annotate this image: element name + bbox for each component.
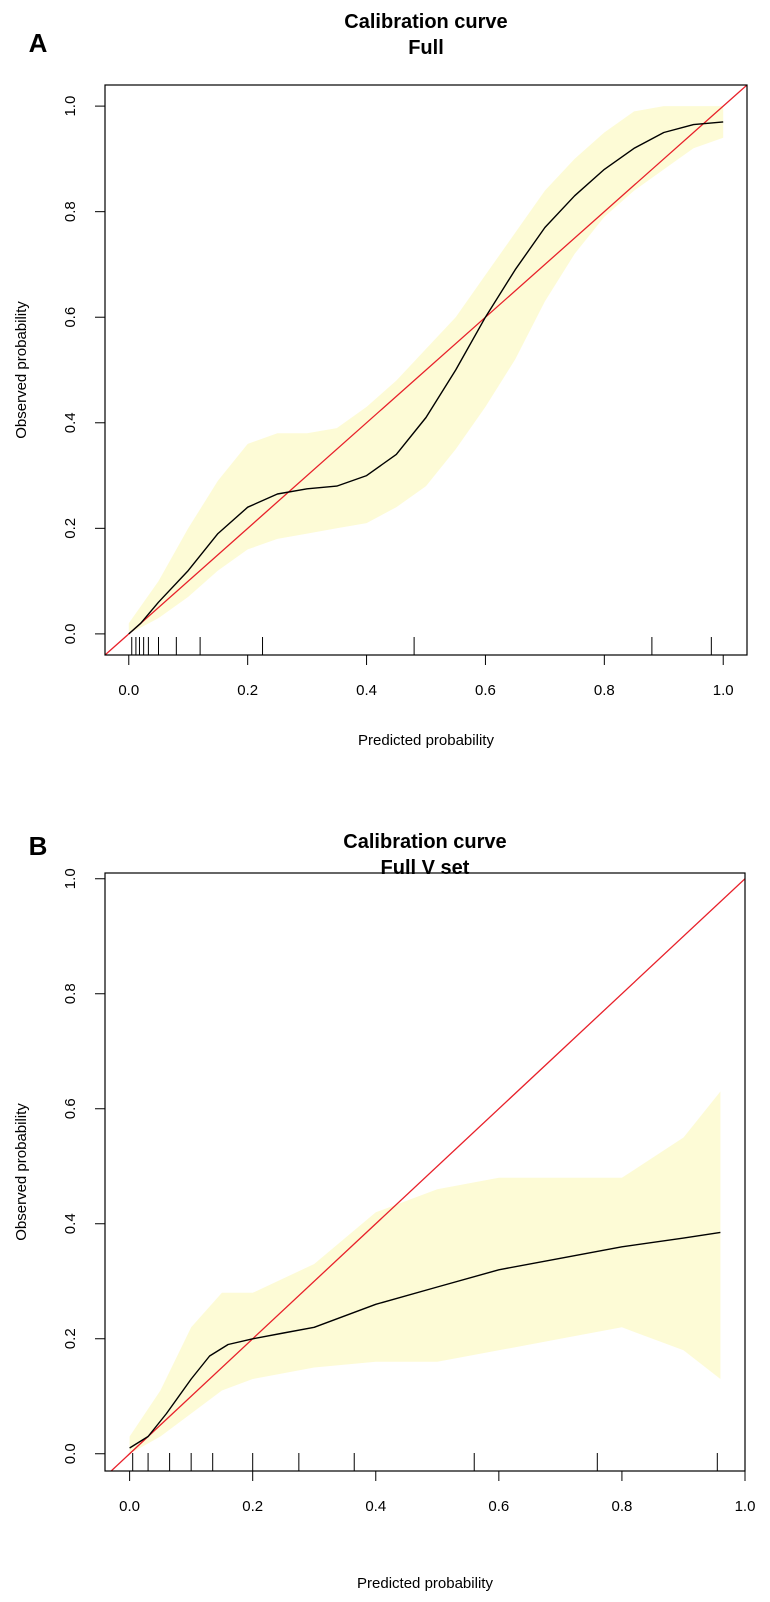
panel-letter: B [29,831,48,861]
x-tick-label: 0.6 [475,682,496,699]
y-tick-label: 0.6 [62,307,79,328]
y-tick-label: 1.0 [62,96,79,117]
y-tick-label: 0.8 [62,983,79,1004]
calibration-curve-line [129,1231,721,1449]
ideal-reference-line [110,878,745,1471]
y-tick-label: 0.4 [62,412,79,433]
plot-frame [104,84,748,656]
chart-title: Calibration curve [343,831,506,853]
x-axis-label: Predicted probability [357,1575,493,1592]
x-tick-label: 0.8 [594,682,615,699]
x-tick-label: 0.0 [118,682,139,699]
y-tick-label: 0.2 [62,1328,79,1349]
y-tick-label: 0.6 [62,1098,79,1119]
y-tick-label: 0.0 [62,1443,79,1464]
panel-letter: A [29,28,48,58]
confidence-band [129,1091,721,1454]
y-tick-label: 0.4 [62,1213,79,1234]
x-tick-label: 0.8 [611,1498,632,1515]
x-tick-label: 0.0 [119,1498,140,1515]
chart-subtitle: Full V set [381,857,470,879]
plot-frame [104,872,746,1472]
x-tick-label: 1.0 [735,1498,756,1515]
y-tick-label: 0.0 [62,623,79,644]
chart-panel-a: 0.0 0.2 0.4 0.6 0.8 1.0 0.0 0.2 0.4 0.6 0.8 1.0 Cali… [13,11,748,749]
y-tick-label: 0.2 [62,518,79,539]
x-tick-label: 0.4 [356,682,377,699]
y-axis-label: Observed probability [13,1103,30,1241]
y-tick-label: 1.0 [62,868,79,889]
x-tick-label: 0.2 [237,682,258,699]
x-tick-label: 0.4 [365,1498,386,1515]
y-tick-label: 0.8 [62,201,79,222]
chart-panel-b: 0.0 0.2 0.4 0.6 0.8 1.0 0.0 0.2 0.4 0.6 0.8 1.0 Cali… [13,831,755,1592]
chart-subtitle: Full [408,37,444,59]
x-tick-label: 0.2 [242,1498,263,1515]
x-tick-label: 0.6 [488,1498,509,1515]
ideal-reference-line [105,85,747,655]
calibration-curve-line [128,121,724,635]
chart-title: Calibration curve [344,11,507,33]
x-axis-label: Predicted probability [358,732,494,749]
y-axis-label: Observed probability [13,301,30,439]
x-tick-label: 1.0 [713,682,734,699]
